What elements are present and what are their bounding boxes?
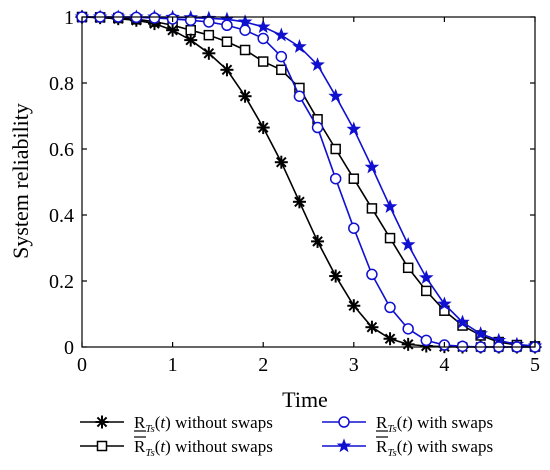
- data-point: [166, 23, 180, 37]
- series-line-1: [81, 16, 536, 348]
- x-tick-label: 1: [168, 354, 178, 376]
- data-point: [202, 46, 216, 60]
- legend-entry-0: RTs(t) without swaps: [80, 413, 273, 435]
- data-point: [239, 24, 251, 36]
- data-point: [184, 14, 197, 27]
- data-point: [292, 195, 306, 209]
- x-tick-label: 3: [349, 354, 359, 376]
- data-point: [346, 121, 362, 136]
- data-point: [365, 320, 379, 334]
- data-point: [221, 36, 233, 47]
- data-point: [400, 237, 416, 251]
- data-point: [203, 16, 215, 28]
- data-point: [402, 262, 414, 274]
- y-tick-label: 0.8: [49, 73, 74, 95]
- data-point: [366, 268, 378, 281]
- data-point: [421, 285, 432, 297]
- legend-entry-3: RTs(t) with swaps: [322, 436, 493, 459]
- data-point: [420, 334, 433, 347]
- data-point: [148, 12, 161, 24]
- data-point: [255, 19, 271, 34]
- legend-label: RTs(t) with swaps: [376, 413, 493, 435]
- series-2: [76, 11, 541, 353]
- series-line-2: [82, 16, 535, 348]
- data-point: [329, 172, 342, 185]
- x-axis-title: Time: [282, 387, 328, 412]
- legend-label: RTs(t) without swaps: [134, 437, 273, 459]
- data-point: [257, 56, 269, 67]
- data-point: [274, 27, 289, 42]
- axes-frame: [81, 16, 536, 348]
- y-tick-label: 0: [64, 337, 74, 359]
- data-point: [311, 121, 324, 134]
- legend-label: RTs(t) with swaps: [376, 437, 493, 459]
- data-point: [347, 299, 361, 313]
- data-point: [274, 155, 288, 169]
- data-point: [275, 50, 288, 63]
- series-3: [74, 9, 543, 353]
- series-1: [76, 11, 541, 352]
- data-point: [311, 234, 325, 248]
- data-point: [401, 337, 415, 351]
- data-point: [184, 33, 198, 47]
- data-point: [293, 90, 306, 102]
- data-point: [203, 29, 215, 41]
- data-point: [256, 121, 270, 135]
- data-point: [473, 326, 488, 340]
- data-point: [220, 63, 234, 77]
- data-point: [329, 269, 343, 283]
- y-axis-title: System reliability: [8, 103, 33, 259]
- data-point: [328, 88, 343, 103]
- y-tick-label: 0.6: [49, 139, 74, 161]
- data-point: [310, 57, 325, 72]
- y-tick-label: 1: [64, 7, 74, 29]
- data-point: [455, 314, 470, 329]
- data-point: [292, 39, 307, 53]
- data-point: [366, 203, 378, 214]
- x-tick-label: 0: [77, 354, 87, 376]
- series-line-0: [81, 16, 535, 348]
- plot-area: [74, 9, 543, 354]
- x-tick-label: 5: [530, 354, 540, 376]
- y-tick-label: 0.4: [49, 205, 74, 227]
- axes: 0 1 2 3 4 5 0 0.2 0.4 0.6 0.8 1: [49, 7, 540, 376]
- legend-entry-1: RTs(t) without swaps: [80, 436, 273, 459]
- data-point: [348, 173, 360, 184]
- data-point: [437, 296, 452, 311]
- data-point: [238, 89, 252, 103]
- data-point: [383, 332, 397, 346]
- legend-marker: [96, 440, 108, 452]
- y-tick-label: 0.2: [49, 271, 74, 293]
- legend-marker: [95, 415, 109, 429]
- x-tick-label: 2: [258, 354, 268, 376]
- data-point: [456, 340, 469, 353]
- data-point: [384, 232, 396, 244]
- data-point: [382, 199, 398, 213]
- x-tick-label: 4: [439, 354, 449, 376]
- data-point: [348, 222, 360, 234]
- data-point: [276, 64, 287, 76]
- data-point: [384, 301, 396, 314]
- data-point: [239, 44, 251, 56]
- series-0: [75, 10, 542, 354]
- legend-marker: [338, 416, 350, 428]
- data-point: [418, 270, 434, 284]
- legend-marker: [336, 438, 352, 453]
- data-point: [257, 32, 269, 45]
- legend-label: RTs(t) without swaps: [134, 413, 273, 435]
- legend-entry-2: RTs(t) with swaps: [322, 413, 493, 435]
- data-point: [185, 24, 196, 36]
- data-point: [402, 323, 414, 335]
- data-point: [364, 159, 380, 174]
- series-line-3: [82, 16, 536, 347]
- data-point: [221, 19, 233, 31]
- data-point: [330, 143, 341, 155]
